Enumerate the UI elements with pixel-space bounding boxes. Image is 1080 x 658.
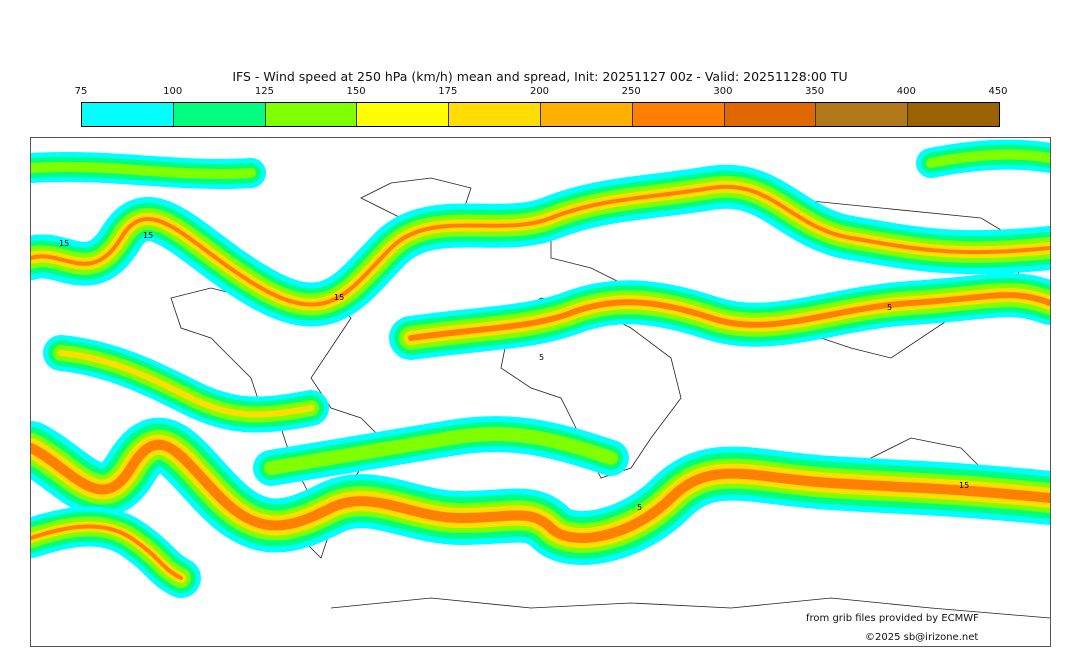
jet-stream-band xyxy=(31,524,183,580)
jet-stream-band xyxy=(408,292,1050,341)
colorbar-tick-label: 150 xyxy=(346,86,366,97)
colorbar-swatch xyxy=(724,103,817,126)
contour-label: 5 xyxy=(637,503,642,512)
contour-label: 15 xyxy=(59,239,69,248)
colorbar-tick-label: 450 xyxy=(988,86,1008,97)
colorbar-tick-label: 400 xyxy=(896,86,916,97)
jet-stream-band xyxy=(31,439,1050,543)
jet-stream-band xyxy=(31,184,1050,307)
colorbar-tick-label: 75 xyxy=(74,86,88,97)
map-title: IFS - Wind speed at 250 hPa (km/h) mean … xyxy=(232,69,848,84)
jet-stream-band xyxy=(31,161,256,180)
colorbar-swatch xyxy=(908,103,999,126)
jet-stream-band xyxy=(264,427,618,475)
colorbar-tick-label: 350 xyxy=(805,86,825,97)
colorbar-tick-label: 250 xyxy=(621,86,641,97)
contour-label: 15 xyxy=(334,293,344,302)
colorbar-swatch xyxy=(816,103,909,126)
source-credit: from grib files provided by ECMWF xyxy=(806,613,979,624)
colorbar-tick-label: 100 xyxy=(163,86,183,97)
colorbar-swatch xyxy=(265,103,358,126)
colorbar-swatch xyxy=(82,103,174,126)
contour-label: 15 xyxy=(143,231,153,240)
colorbar-tick-label: 200 xyxy=(529,86,550,97)
colorbar-swatch xyxy=(540,103,633,126)
colorbar-swatch xyxy=(173,103,266,126)
colorbar-swatch xyxy=(632,103,725,126)
wind-speed-map: 15 15 15 5 5 5 15 xyxy=(30,137,1051,647)
copyright-credit: ©2025 sb@irizone.net xyxy=(865,632,979,643)
contour-label: 15 xyxy=(959,481,969,490)
colorbar-swatch xyxy=(449,103,541,126)
jet-stream-band xyxy=(926,149,1050,168)
colorbar-legend xyxy=(81,102,1000,127)
contour-label: 5 xyxy=(887,303,892,312)
contour-label: 5 xyxy=(539,353,544,362)
jet-stream-band xyxy=(58,350,314,418)
colorbar-tick-label: 175 xyxy=(438,86,458,97)
colorbar-tick-label: 125 xyxy=(254,86,274,97)
colorbar-swatch xyxy=(357,103,450,126)
colorbar-tick-label: 300 xyxy=(713,86,733,97)
